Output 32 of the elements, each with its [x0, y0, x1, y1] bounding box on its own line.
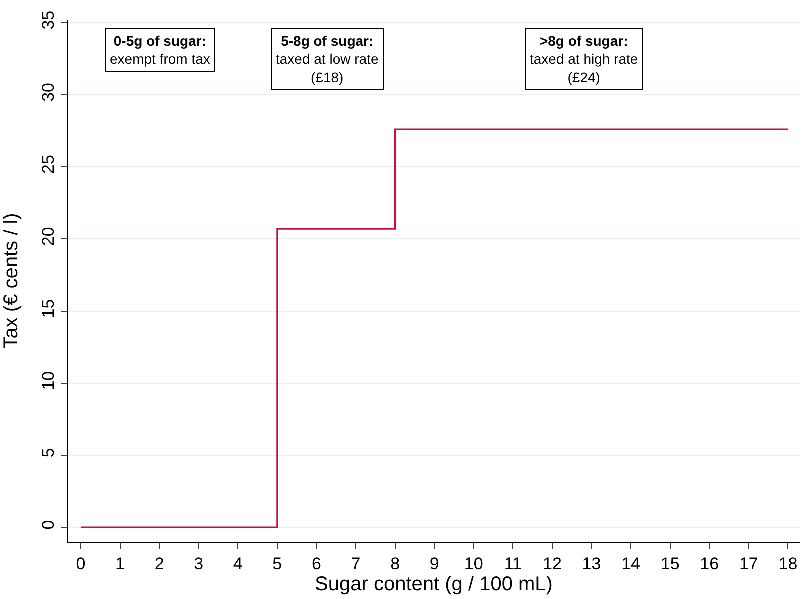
- x-tick-label: 8: [390, 554, 400, 574]
- y-axis-title: Tax (€ cents / l): [0, 213, 23, 349]
- x-tick-label: 6: [312, 554, 322, 574]
- x-tick-label: 1: [116, 554, 125, 574]
- x-tick-label: 11: [504, 554, 522, 574]
- y-tick-label: 5: [39, 448, 58, 458]
- x-tick-label: 17: [739, 554, 758, 574]
- y-tick-label: 25: [39, 155, 58, 174]
- x-tick-label: 3: [194, 554, 204, 574]
- x-axis-title: Sugar content (g / 100 mL): [315, 573, 553, 596]
- y-tick-label: 35: [39, 10, 58, 30]
- x-tick-label: 0: [76, 554, 86, 574]
- x-tick-label: 9: [430, 554, 440, 574]
- annotation: 0-5g of sugar: exempt from tax: [110, 33, 210, 68]
- x-tick-label: 12: [543, 554, 562, 574]
- x-tick-label: 18: [778, 554, 798, 574]
- x-tick-label: 15: [660, 554, 680, 574]
- y-tick-label: 10: [39, 371, 58, 390]
- x-tick-label: 10: [464, 554, 484, 574]
- x-tick-label: 4: [233, 554, 243, 574]
- annotation: 5-8g of sugar: taxed at low rate (£18): [276, 33, 379, 86]
- x-tick-label: 2: [154, 554, 164, 574]
- x-tick-label: 14: [622, 554, 641, 574]
- y-tick-label: 20: [39, 227, 58, 246]
- y-tick-label: 30: [39, 82, 58, 102]
- x-tick-label: 13: [582, 554, 602, 574]
- x-tick-label: 5: [272, 554, 282, 574]
- x-tick-label: 7: [351, 554, 361, 574]
- y-tick-label: 15: [39, 299, 58, 318]
- x-tick-label: 16: [700, 554, 720, 574]
- y-tick-label: 0: [39, 520, 58, 530]
- annotation: >8g of sugar: taxed at high rate (£24): [530, 33, 638, 86]
